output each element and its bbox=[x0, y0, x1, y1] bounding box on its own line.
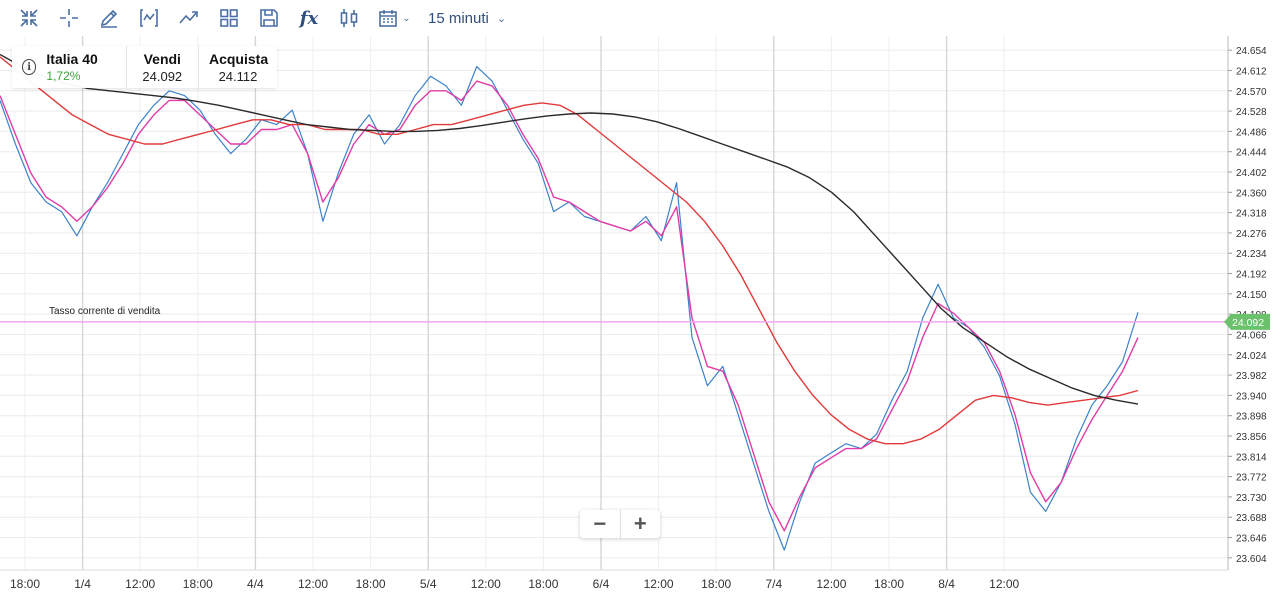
instrument-name: Italia 40 bbox=[46, 51, 98, 67]
current-rate-value: 24.092 bbox=[1232, 317, 1264, 329]
x-tick-label: 4/4 bbox=[247, 577, 264, 591]
x-tick-label: 7/4 bbox=[765, 577, 782, 591]
series-line-price bbox=[0, 66, 1139, 551]
zoom-controls: − + bbox=[580, 510, 660, 538]
y-tick-label: 24.402 bbox=[1236, 168, 1267, 179]
x-tick-label: 12:00 bbox=[298, 577, 328, 591]
buy-price: 24.112 bbox=[218, 68, 258, 84]
timeframe-label: 15 minuti bbox=[428, 9, 489, 27]
y-tick-label: 24.528 bbox=[1236, 107, 1267, 118]
y-tick-label: 24.486 bbox=[1236, 127, 1267, 138]
y-tick-label: 24.150 bbox=[1236, 290, 1267, 301]
x-tick-label: 6/4 bbox=[593, 577, 610, 591]
x-tick-label: 5/4 bbox=[420, 577, 437, 591]
price-chart[interactable]: 24.654 24.612 24.570 24.528 24.486 24.444 24.4… bbox=[0, 36, 1280, 598]
y-tick-label: 24.234 bbox=[1236, 249, 1267, 260]
minus-icon: − bbox=[593, 511, 607, 536]
y-tick-label: 23.856 bbox=[1236, 432, 1267, 443]
y-tick-label: 23.982 bbox=[1236, 371, 1267, 382]
x-tick-label: 18:00 bbox=[356, 577, 386, 591]
plus-icon: + bbox=[633, 511, 647, 536]
y-tick-label: 23.604 bbox=[1236, 554, 1267, 565]
trend-icon[interactable] bbox=[176, 5, 202, 31]
instrument-change: 1,72% bbox=[46, 69, 81, 83]
calendar-dropdown[interactable]: ⌄ bbox=[376, 5, 412, 31]
y-tick-label: 24.360 bbox=[1236, 188, 1267, 199]
x-tick-label: 18:00 bbox=[701, 577, 731, 591]
zoom-in-button[interactable]: + bbox=[619, 510, 661, 538]
function-glyph: fx bbox=[299, 7, 319, 29]
x-tick-label: 12:00 bbox=[471, 577, 501, 591]
y-tick-label: 24.066 bbox=[1236, 330, 1267, 341]
chevron-down-icon: ⌄ bbox=[496, 12, 507, 25]
y-tick-label: 24.612 bbox=[1236, 66, 1267, 77]
compress-icon[interactable] bbox=[16, 5, 42, 31]
x-tick-label: 12:00 bbox=[644, 577, 674, 591]
chart-area[interactable]: 24.654 24.612 24.570 24.528 24.486 24.444 24.4… bbox=[0, 36, 1280, 598]
buy-label: Acquista bbox=[208, 50, 269, 67]
x-tick-label: 18:00 bbox=[183, 577, 213, 591]
x-tick-label: 12:00 bbox=[125, 577, 155, 591]
current-rate-label: Tasso corrente di vendita bbox=[49, 306, 161, 317]
x-tick-label: 18:00 bbox=[10, 577, 40, 591]
chevron-down-icon: ⌄ bbox=[402, 12, 411, 24]
series-line-ma-slow bbox=[0, 53, 1139, 405]
indicator-icon[interactable] bbox=[136, 5, 162, 31]
y-tick-label: 24.570 bbox=[1236, 87, 1267, 98]
x-tick-label: 8/4 bbox=[938, 577, 955, 591]
sell-price: 24.092 bbox=[142, 68, 183, 84]
buy-button[interactable]: Acquista 24.112 bbox=[197, 46, 277, 88]
chart-toolbar: fx ⌄ 15 minuti ⌄ bbox=[0, 0, 1280, 36]
instrument-info: Italia 40 1,72% bbox=[36, 46, 125, 88]
x-tick-label: 12:00 bbox=[989, 577, 1019, 591]
candlestick-icon[interactable] bbox=[336, 5, 362, 31]
x-tick-label: 18:00 bbox=[874, 577, 904, 591]
function-icon[interactable]: fx bbox=[296, 5, 322, 31]
y-tick-label: 23.646 bbox=[1236, 534, 1267, 545]
y-tick-label: 24.192 bbox=[1236, 270, 1267, 281]
x-tick-label: 12:00 bbox=[816, 577, 846, 591]
info-icon[interactable]: i bbox=[22, 59, 37, 75]
y-tick-label: 24.654 bbox=[1236, 46, 1267, 57]
layout-grid-icon[interactable] bbox=[216, 5, 242, 31]
current-rate-badge bbox=[1224, 313, 1270, 330]
y-tick-label: 23.730 bbox=[1236, 493, 1267, 504]
y-tick-label: 24.024 bbox=[1236, 351, 1267, 362]
y-tick-label: 23.940 bbox=[1236, 391, 1267, 402]
y-tick-label: 23.688 bbox=[1236, 513, 1267, 524]
y-tick-label: 23.814 bbox=[1236, 452, 1267, 463]
calendar-icon bbox=[379, 10, 398, 27]
series-line-ma-mid bbox=[0, 56, 1139, 445]
zoom-out-button[interactable]: − bbox=[580, 510, 620, 538]
y-tick-label: 24.276 bbox=[1236, 229, 1267, 240]
sell-label: Vendi bbox=[143, 50, 181, 67]
y-tick-label: 24.318 bbox=[1236, 209, 1267, 220]
save-icon[interactable] bbox=[256, 5, 282, 31]
pencil-icon[interactable] bbox=[96, 5, 122, 31]
x-tick-label: 18:00 bbox=[528, 577, 558, 591]
y-tick-label: 24.444 bbox=[1236, 148, 1267, 159]
y-tick-label: 23.772 bbox=[1236, 473, 1267, 484]
instrument-panel: i Italia 40 1,72% Vendi 24.092 Acquista … bbox=[12, 46, 277, 88]
timeframe-select[interactable]: 15 minuti ⌄ bbox=[428, 10, 506, 27]
crosshair-icon[interactable] bbox=[56, 5, 82, 31]
y-tick-label: 23.898 bbox=[1236, 412, 1267, 423]
series-line-ma-fast bbox=[0, 80, 1139, 532]
sell-button[interactable]: Vendi 24.092 bbox=[125, 46, 198, 88]
x-tick-label: 1/4 bbox=[74, 577, 91, 591]
